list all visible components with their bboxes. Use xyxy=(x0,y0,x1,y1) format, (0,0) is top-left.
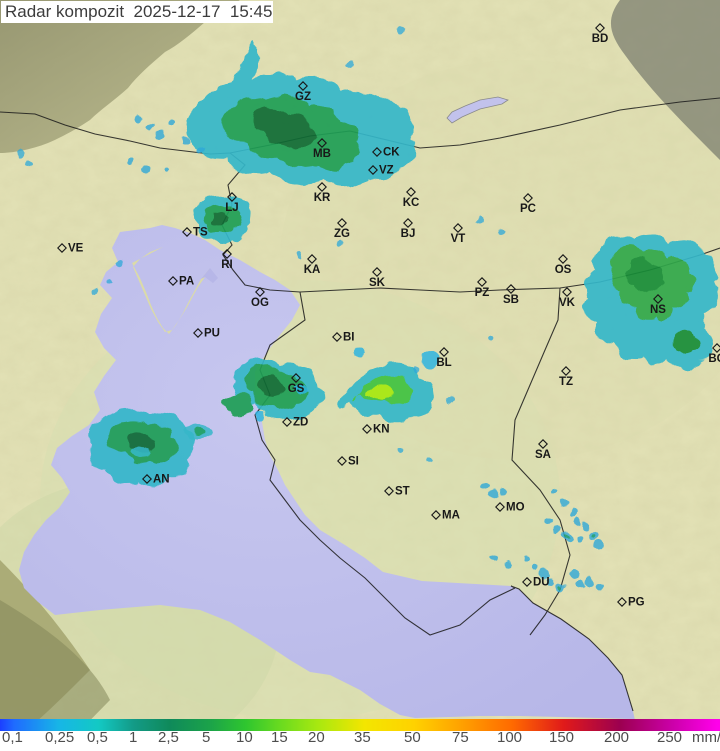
svg-text:BL: BL xyxy=(436,357,451,369)
svg-text:MA: MA xyxy=(442,510,460,522)
svg-text:TS: TS xyxy=(193,227,208,239)
svg-text:SA: SA xyxy=(535,449,551,461)
svg-text:VT: VT xyxy=(451,233,466,245)
svg-text:KA: KA xyxy=(304,264,321,276)
svg-text:GZ: GZ xyxy=(295,91,311,103)
svg-text:LJ: LJ xyxy=(225,202,238,214)
svg-text:ST: ST xyxy=(395,486,410,498)
svg-text:SK: SK xyxy=(369,277,386,289)
svg-text:PA: PA xyxy=(179,276,194,288)
svg-text:AN: AN xyxy=(153,474,170,486)
svg-text:MO: MO xyxy=(506,502,525,514)
svg-text:BG: BG xyxy=(708,353,720,365)
svg-text:CK: CK xyxy=(383,147,400,159)
svg-text:ZD: ZD xyxy=(293,417,308,429)
svg-text:KR: KR xyxy=(314,192,331,204)
svg-text:RI: RI xyxy=(221,259,233,271)
svg-text:DU: DU xyxy=(533,577,550,589)
svg-text:KC: KC xyxy=(403,197,420,209)
svg-text:PG: PG xyxy=(628,597,645,609)
svg-text:SI: SI xyxy=(348,456,359,468)
svg-text:VK: VK xyxy=(559,297,576,309)
svg-text:OS: OS xyxy=(555,264,572,276)
svg-text:KN: KN xyxy=(373,424,390,436)
svg-text:BI: BI xyxy=(343,332,355,344)
svg-text:ZG: ZG xyxy=(334,228,350,240)
svg-text:GS: GS xyxy=(288,383,305,395)
svg-text:BJ: BJ xyxy=(401,228,416,240)
svg-text:MB: MB xyxy=(313,148,331,160)
svg-text:PU: PU xyxy=(204,328,220,340)
svg-text:SB: SB xyxy=(503,294,519,306)
svg-text:VZ: VZ xyxy=(379,165,394,177)
svg-text:TZ: TZ xyxy=(559,376,573,388)
svg-text:OG: OG xyxy=(251,297,269,309)
svg-text:NS: NS xyxy=(650,304,666,316)
svg-text:BD: BD xyxy=(592,33,609,45)
svg-text:PZ: PZ xyxy=(475,287,490,299)
svg-text:PC: PC xyxy=(520,203,536,215)
svg-text:VE: VE xyxy=(68,243,84,255)
